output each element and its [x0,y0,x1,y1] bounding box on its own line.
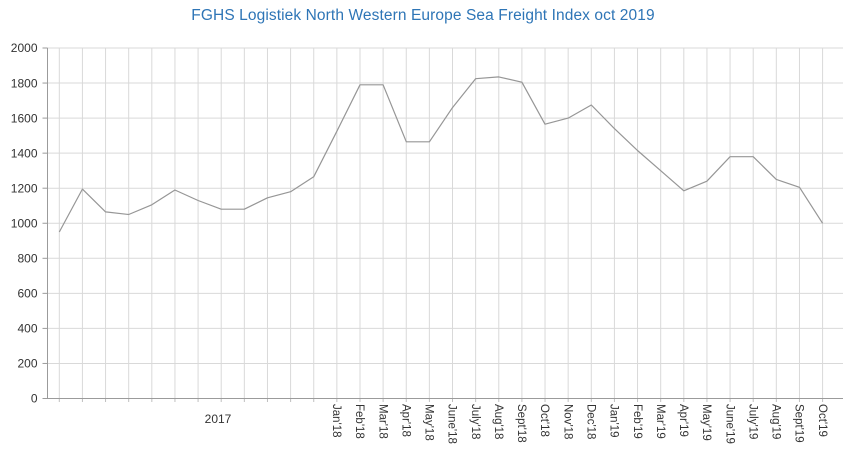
x-axis-label: Jan'19 [608,404,620,438]
y-axis-label: 1600 [11,111,38,125]
y-axis-label: 0 [31,392,38,406]
y-axis-label: 1400 [11,146,38,160]
x-axis-label: May'18 [423,404,435,441]
x-axis-label: Jan'18 [330,404,342,438]
y-axis-label: 200 [17,357,37,371]
x-axis-label: Aug'19 [770,404,782,439]
x-axis-label: Apr'19 [677,404,689,437]
x-axis-label: Nov'18 [561,404,573,439]
x-axis-label: June'18 [446,404,458,444]
freight-index-line [58,76,824,233]
x-axis-label: May'19 [700,404,712,441]
y-axis-label: 1800 [11,76,38,90]
x-axis-label: Aug'18 [492,404,504,439]
x-axis-label: July'19 [746,404,758,439]
x-axis-label: Sept'19 [793,404,805,443]
x-axis-label: Mar'19 [654,404,666,439]
chart-title: FGHS Logistiek North Western Europe Sea … [191,7,655,24]
y-axis-label: 2000 [11,41,38,55]
y-axis-label: 1200 [11,181,38,195]
y-axis-label: 1000 [11,216,38,230]
y-axis-label: 600 [17,287,37,301]
x-axis-label: Oct'19 [816,404,828,437]
x-axis-label: Feb'18 [353,404,365,439]
y-axis-label: 400 [17,322,37,336]
x-axis-label: June'19 [723,404,735,444]
y-axis-label: 800 [17,252,37,266]
x-axis-label: Apr'18 [399,404,411,437]
x-axis-label: Mar'18 [376,404,388,439]
x-axis-label: Dec'18 [584,404,596,439]
x-axis-label: Sept'18 [515,404,527,443]
x-axis-label: Oct'18 [538,404,550,437]
x-axis-label: Feb'19 [631,404,643,439]
x-axis-label: July'18 [469,404,481,439]
year-group-label: 2017 [205,412,232,426]
